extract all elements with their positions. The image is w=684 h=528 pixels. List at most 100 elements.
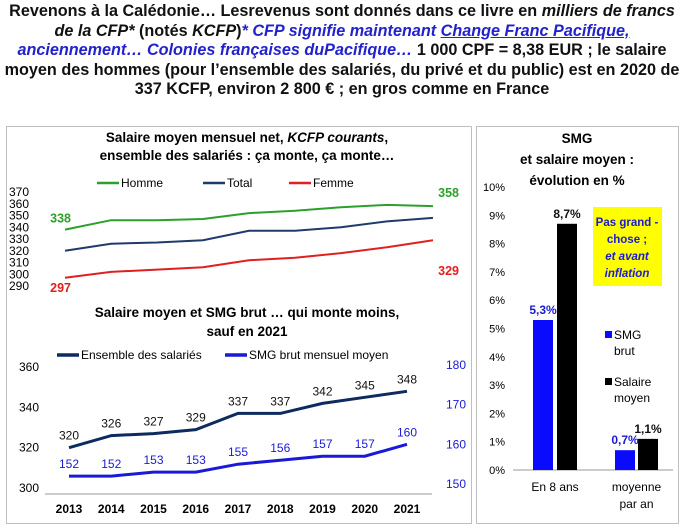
bar-salaire-0 [557, 223, 577, 470]
bar-y-tick-1: 1% [489, 437, 505, 449]
chart2-x-tick-2021: 2021 [394, 502, 421, 516]
chart2-label-ensemble-2019: 342 [312, 384, 332, 398]
chart2-label-ensemble-2020: 345 [355, 378, 375, 392]
legend-label-smg-1: SMG [614, 328, 641, 342]
chart2-label-smg-2018: 156 [270, 441, 290, 455]
chart1-line-femme [64, 239, 434, 279]
header-part-9: 1 000 CPF = 8,38 EUR ; le salaire moyen … [4, 41, 680, 98]
legend-swatch-smg [605, 331, 612, 338]
chart1-y-tick-320: 320 [9, 244, 29, 258]
chart1-lines [64, 203, 434, 279]
bar-y-tick-7: 7% [489, 267, 505, 279]
chart2-label-ensemble-2014: 326 [101, 417, 121, 431]
bar-y-tick-0: 0% [489, 465, 505, 477]
legend-label-femme: Femme [313, 176, 354, 190]
bar-x-label-1-1: par an [619, 497, 653, 511]
chart2-y-left-tick-340: 340 [19, 400, 39, 414]
bar-y-tick-9: 9% [489, 210, 505, 222]
chart2-x-tick-2014: 2014 [98, 502, 125, 516]
bar-x-axis-labels: En 8 ans moyenne par an [531, 480, 661, 511]
chart2-x-tick-2013: 2013 [56, 502, 83, 516]
chart2-x-tick-2017: 2017 [225, 502, 252, 516]
chart2-label-smg-2019: 157 [312, 437, 332, 451]
chart2-label-smg-2017: 155 [228, 445, 248, 459]
bar-chart-svg: SMG et salaire moyen : évolution en % 0%… [483, 131, 673, 511]
chart2-label-smg-2014: 152 [101, 457, 121, 471]
bar-x-label-1-0: moyenne [612, 480, 662, 494]
bar-y-tick-5: 5% [489, 324, 505, 336]
header-part-5: ) [236, 21, 242, 40]
chart1-label-femme-end: 329 [438, 264, 459, 278]
chart1-legend: Homme Total Femme [97, 176, 354, 190]
chart2-label-smg-2016: 153 [186, 453, 206, 467]
chart1-y-tick-340: 340 [9, 220, 29, 234]
bar-label-smg-1: 0,7% [611, 433, 639, 447]
header-part-7: Change Franc Pacifique, [440, 21, 630, 40]
chart2-label-ensemble-2015: 327 [143, 415, 163, 429]
chart2-label-smg-2015: 153 [143, 453, 163, 467]
legend-label-homme: Homme [121, 176, 163, 190]
chart2-y-left-tick-300: 300 [19, 481, 39, 495]
legend-label-ensemble: Ensemble des salariés [81, 348, 202, 362]
legend-swatch-salaire [605, 378, 612, 385]
chart2-label-smg-2020: 157 [355, 437, 375, 451]
bar-y-tick-8: 8% [489, 239, 505, 251]
chart2-axes: 300 320 340 360 150 160 170 180 2013 2014 2015 2016… [19, 358, 466, 516]
chart2-x-tick-2018: 2018 [267, 502, 294, 516]
bar-label-smg-0: 5,3% [529, 303, 557, 317]
header-part-2: milliers de francs de la CFP* [54, 2, 675, 40]
chart1-line-homme [64, 203, 434, 231]
chart1-title-line2: ensemble des salariés : ça monte, ça mon… [100, 148, 395, 163]
bar-marks [533, 223, 658, 470]
annotation-line2: chose ; [607, 234, 647, 246]
bar-label-salaire-1: 1,1% [634, 422, 662, 436]
chart1-title-line1: Salaire moyen mensuel net, KCFP courants… [106, 130, 388, 145]
bar-title-line1: SMG [562, 131, 593, 146]
bar-y-axis: 0% 1% 2% 3% 4% 5% 6% 7% 8% 9% 10% [483, 182, 673, 477]
chart2-label-smg-2013: 152 [59, 457, 79, 471]
chart2-y-right-tick-170: 170 [446, 398, 466, 412]
bar-y-tick-3: 3% [489, 380, 505, 392]
chart1-label-femme-start: 297 [50, 281, 71, 295]
chart2-x-tick-2019: 2019 [309, 502, 336, 516]
header-part-1: Revenons à la Calédonie… Lesrevenus sont… [9, 2, 538, 20]
chart1-line-total [64, 216, 434, 252]
chart2-label-ensemble-2017: 337 [228, 394, 248, 408]
chart2-y-right-tick-180: 180 [446, 358, 466, 372]
legend-label-salaire-1: Salaire [614, 375, 652, 389]
bar-x-label-0-0: En 8 ans [531, 480, 578, 494]
chart2-label-ensemble-2013: 320 [59, 429, 79, 443]
chart2-x-tick-2015: 2015 [140, 502, 167, 516]
chart2-y-left-tick-360: 360 [19, 360, 39, 374]
right-panel: SMG et salaire moyen : évolution en % 0%… [476, 126, 679, 524]
annotation-line4: inflation [605, 268, 650, 280]
chart2-label-ensemble-2021: 348 [397, 372, 417, 386]
bar-y-tick-10: 10% [483, 182, 505, 194]
chart2-y-right-tick-160: 160 [446, 437, 466, 451]
chart1-y-tick-300: 300 [9, 267, 29, 281]
bar-y-tick-6: 6% [489, 295, 505, 307]
chart1-y-tick-290: 290 [9, 279, 29, 293]
header-part-6: * CFP signifie maintenant [241, 21, 437, 40]
header-text: Revenons à la Calédonie… Lesrevenus sont… [0, 2, 684, 100]
chart1-label-homme-start: 338 [50, 212, 71, 226]
chart2-data-labels: 320 326 327 329 337 337 342 345 348 152 152 153 153 1… [59, 372, 417, 471]
chart2-line-ensemble [68, 389, 408, 450]
chart2-x-tick-2020: 2020 [351, 502, 378, 516]
bar-smg-0 [533, 320, 553, 470]
chart2-lines [68, 389, 408, 478]
chart1-label-homme-end: 358 [438, 186, 459, 200]
bar-title-line3: évolution en % [529, 173, 624, 188]
chart2-legend: Ensemble des salariés SMG brut mensuel m… [57, 348, 388, 362]
bar-smg-1 [615, 450, 635, 470]
header-part-8: anciennement… Colonies françaises duPaci… [17, 41, 413, 59]
chart2-label-smg-2021: 160 [397, 425, 417, 439]
annotation-box [593, 207, 662, 286]
legend-label-smg-2: brut [614, 344, 635, 358]
chart1-y-tick-310: 310 [9, 256, 29, 270]
chart2-line-smg [69, 442, 408, 478]
chart2-label-ensemble-2016: 329 [186, 411, 206, 425]
annotation-line3: et avant [605, 251, 650, 263]
legend-label-total: Total [227, 176, 252, 190]
